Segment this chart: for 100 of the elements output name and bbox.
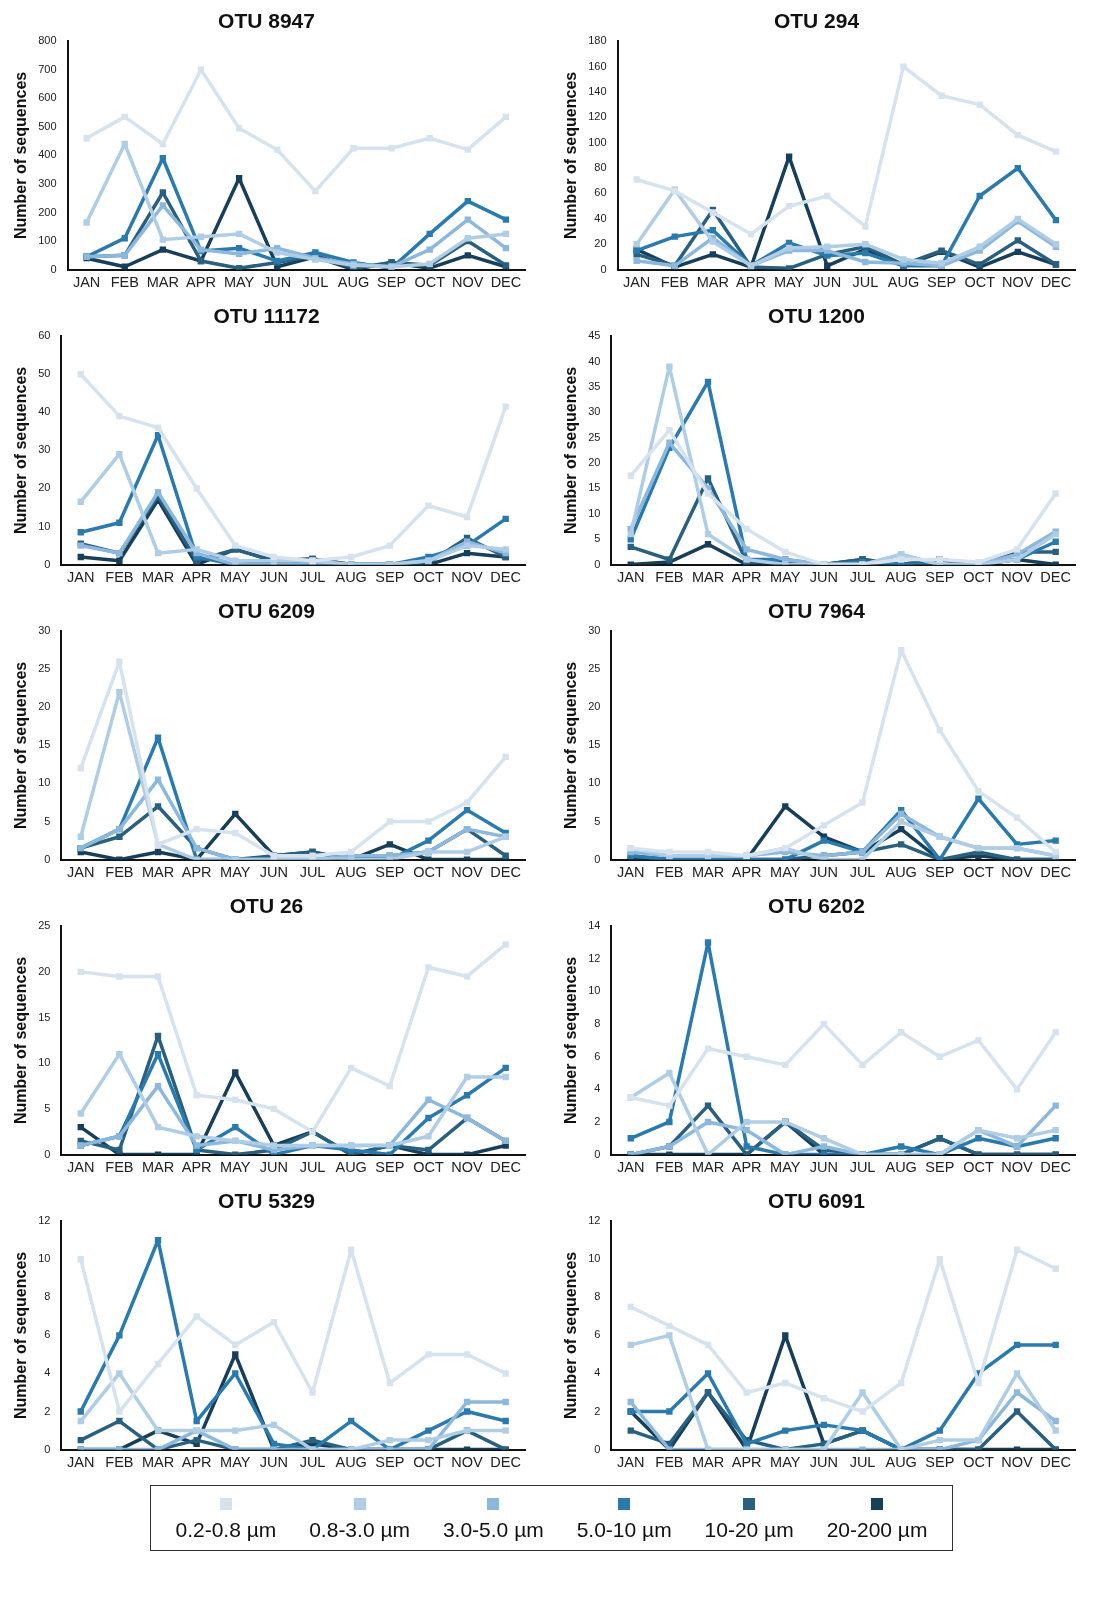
y-tick-label: 14 (588, 919, 601, 932)
y-tick-label: 160 (588, 59, 607, 72)
y-tick-label: 0 (44, 557, 51, 570)
x-tick-label: MAY (770, 1454, 801, 1471)
y-tick-label: 10 (588, 1252, 601, 1265)
x-tick-label: DEC (490, 1159, 521, 1176)
y-tick-label: 600 (38, 91, 57, 104)
x-tick-label: JUL (299, 1159, 326, 1176)
x-tick-label: JAN (617, 864, 645, 881)
y-tick-label: 25 (588, 662, 601, 675)
x-tick-label: OCT (963, 1159, 994, 1176)
chart-title: OTU 294 (773, 9, 860, 33)
x-tick-label: OCT (964, 274, 996, 291)
x-tick-label: JUL (849, 864, 876, 881)
y-tick-label: 4 (594, 1366, 601, 1379)
y-tick-label: 60 (38, 329, 51, 342)
chart-title: OTU 6209 (218, 599, 315, 623)
x-tick-label: APR (181, 1454, 212, 1471)
chart-title: OTU 11172 (213, 304, 320, 328)
y-axis-title: Number of sequences (12, 661, 30, 829)
y-axis-title: Number of sequences (12, 956, 30, 1124)
chart-title: OTU 7964 (768, 599, 866, 623)
y-tick-label: 0 (44, 1147, 51, 1160)
y-tick-label: 40 (38, 405, 51, 418)
x-tick-label: JUN (809, 1159, 838, 1176)
y-tick-label: 6 (594, 1049, 601, 1062)
legend-label: 3.0-5.0 µm (442, 1518, 544, 1542)
y-tick-label: 140 (588, 84, 607, 97)
x-tick-label: SEP (375, 569, 405, 586)
x-tick-label: JUL (299, 1454, 326, 1471)
x-tick-label: MAR (141, 864, 175, 881)
x-tick-label: FEB (655, 1159, 684, 1176)
x-tick-label: JUN (259, 1159, 288, 1176)
x-tick-label: AUG (885, 569, 917, 586)
x-tick-label: MAR (691, 864, 725, 881)
x-tick-label: SEP (375, 864, 405, 881)
x-tick-label: JAN (67, 1454, 95, 1471)
x-tick-label: MAR (691, 569, 725, 586)
x-tick-label: DEC (1040, 569, 1071, 586)
x-tick-label: NOV (1001, 569, 1034, 586)
y-tick-label: 2 (594, 1404, 601, 1417)
y-tick-label: 120 (588, 110, 607, 123)
y-tick-label: 8 (594, 1290, 601, 1303)
y-tick-label: 25 (588, 430, 601, 443)
y-tick-label: 15 (38, 1010, 51, 1023)
x-tick-label: SEP (925, 569, 955, 586)
x-tick-label: JUN (259, 569, 288, 586)
x-tick-label: JUL (849, 1454, 876, 1471)
y-tick-label: 30 (588, 624, 601, 637)
y-tick-label: 15 (588, 738, 601, 751)
chart-title: OTU 8947 (218, 9, 315, 33)
x-tick-label: OCT (963, 864, 994, 881)
x-tick-label: MAR (141, 1159, 175, 1176)
x-tick-label: JUL (852, 274, 879, 291)
x-tick-label: DEC (490, 1454, 521, 1471)
x-tick-label: DEC (490, 274, 522, 291)
y-axis-title: Number of sequences (562, 661, 580, 829)
x-tick-label: JUL (849, 1159, 876, 1176)
x-tick-label: APR (181, 1159, 212, 1176)
x-tick-label: NOV (451, 1454, 484, 1471)
x-tick-label: FEB (655, 569, 684, 586)
y-tick-label: 100 (38, 234, 57, 247)
y-tick-label: 12 (588, 1214, 601, 1227)
y-tick-label: 10 (38, 776, 51, 789)
y-tick-label: 20 (588, 700, 601, 713)
x-tick-label: NOV (451, 864, 484, 881)
x-tick-label: AUG (335, 1159, 367, 1176)
x-tick-label: AUG (885, 1159, 917, 1176)
x-tick-label: NOV (452, 274, 484, 291)
x-tick-label: SEP (927, 274, 957, 291)
y-tick-label: 8 (44, 1290, 51, 1303)
y-axis-title: Number of sequences (12, 1251, 30, 1419)
y-tick-label: 30 (38, 624, 51, 637)
y-tick-label: 300 (38, 176, 57, 189)
x-tick-label: NOV (451, 569, 484, 586)
x-tick-label: DEC (490, 864, 521, 881)
y-tick-label: 6 (44, 1328, 51, 1341)
y-tick-label: 10 (38, 1056, 51, 1069)
x-tick-label: JAN (617, 1454, 645, 1471)
y-tick-label: 20 (594, 237, 607, 250)
x-tick-label: OCT (413, 1159, 444, 1176)
x-tick-label: JAN (67, 569, 95, 586)
x-tick-label: MAY (220, 1454, 251, 1471)
y-tick-label: 5 (594, 814, 601, 827)
y-tick-label: 700 (38, 62, 57, 75)
y-tick-label: 35 (588, 379, 601, 392)
y-tick-label: 10 (588, 984, 601, 997)
x-tick-label: FEB (105, 1159, 134, 1176)
x-tick-label: DEC (1040, 1159, 1071, 1176)
y-tick-label: 5 (594, 532, 601, 545)
y-tick-label: 500 (38, 119, 57, 132)
x-tick-label: AUG (885, 864, 917, 881)
y-tick-label: 10 (38, 1252, 51, 1265)
chart-title: OTU 6091 (768, 1189, 866, 1213)
y-tick-label: 10 (588, 776, 601, 789)
y-tick-label: 20 (588, 456, 601, 469)
legend-label: 0.8-3.0 µm (309, 1518, 410, 1542)
chart-title: OTU 1200 (768, 304, 865, 328)
y-tick-label: 15 (38, 738, 51, 751)
x-tick-label: FEB (105, 1454, 134, 1471)
